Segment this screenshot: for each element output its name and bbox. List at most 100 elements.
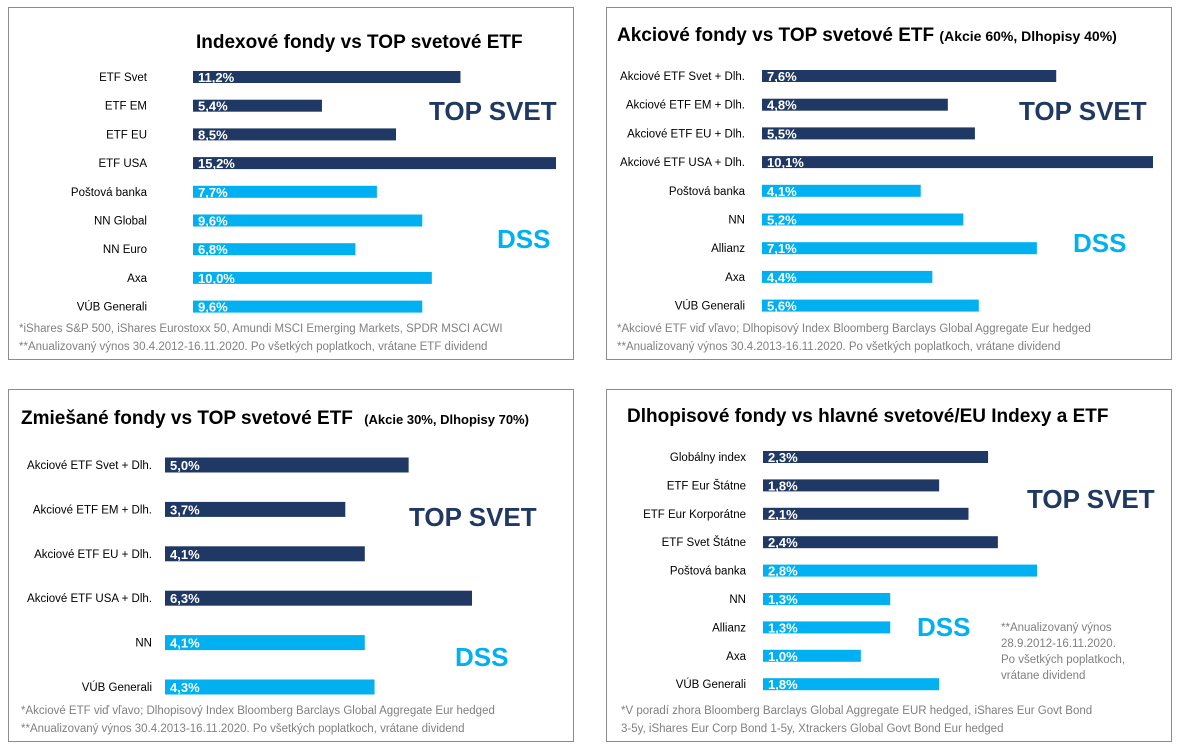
category-label: Akciové ETF USA + Dlh.	[620, 157, 745, 169]
value-label: 7,7%	[198, 185, 228, 200]
chart-panel-index: Indexové fondy vs TOP svetové ETF ETF Sv…	[8, 7, 574, 360]
category-label: Akciové ETF EU + Dlh.	[34, 549, 152, 561]
value-label: 2,1%	[768, 507, 798, 522]
bar-2	[763, 507, 969, 520]
bar-0	[165, 457, 409, 473]
bar-4	[165, 635, 365, 651]
value-label: 4,3%	[170, 680, 200, 695]
value-label: 4,1%	[767, 184, 797, 199]
value-label: 10,1%	[767, 155, 804, 170]
value-label: 1,8%	[768, 677, 798, 692]
group-label-dss: DSS	[917, 612, 971, 642]
group-label-top: TOP SVET	[1027, 484, 1155, 514]
group-label-dss: DSS	[455, 642, 509, 672]
chart-panel-equity: Akciové fondy vs TOP svetové ETF (Akcie …	[606, 7, 1172, 360]
category-label: ETF Eur Štátne	[667, 479, 746, 492]
category-label: Poštová banka	[669, 186, 746, 198]
category-label: ETF EU	[106, 129, 147, 141]
bar-6	[762, 242, 1037, 255]
bar-4	[763, 564, 1037, 577]
category-label: Poštová banka	[670, 566, 747, 578]
footnote-2: 3-5y, iShares Eur Corp Bond 1-5y, Xtrack…	[621, 723, 1004, 735]
value-label: 1,8%	[768, 478, 798, 493]
category-label: NN	[728, 215, 745, 227]
group-label-top: TOP SVET	[409, 502, 537, 532]
value-label: 3,7%	[170, 502, 200, 517]
category-label: VÚB Generali	[82, 681, 152, 694]
value-label: 5,0%	[170, 458, 200, 473]
side-note-line-4: vrátane dividend	[1001, 670, 1086, 682]
value-label: 4,8%	[767, 98, 797, 113]
category-label: ETF USA	[98, 158, 147, 170]
category-label: Axa	[725, 272, 745, 284]
chart-title: Akciové fondy vs TOP svetové ETF (Akcie …	[617, 25, 1117, 46]
bar-chart: ETF Svet 11,2% ETF EM 5,4% ETF EU 8,5% ETF USA…	[71, 70, 556, 315]
bar-5	[762, 213, 964, 226]
bar-0	[763, 451, 989, 463]
chart-subtitle: (Akcie 60%, Dlhopisy 40%)	[939, 28, 1117, 44]
value-label: 5,2%	[767, 213, 797, 228]
value-label: 5,4%	[198, 99, 228, 114]
side-note-line-1: **Anualizovaný výnos	[1001, 622, 1112, 634]
value-label: 4,1%	[170, 547, 200, 562]
category-label: Akciové ETF EM + Dlh.	[33, 504, 152, 516]
category-label: Globálny index	[670, 452, 746, 464]
category-label: ETF Svet	[99, 72, 148, 84]
category-label: Axa	[726, 651, 746, 663]
footnote-2: **Anualizovaný výnos 30.4.2012-16.11.202…	[19, 341, 488, 353]
value-label: 11,2%	[198, 70, 235, 85]
group-label-dss: DSS	[497, 224, 551, 254]
bar-2	[762, 127, 975, 140]
bar-7	[762, 270, 933, 283]
value-label: 5,5%	[767, 126, 797, 141]
bar-0	[193, 71, 461, 83]
bar-2	[165, 546, 365, 562]
value-label: 10,0%	[198, 271, 235, 286]
bar-6	[763, 621, 891, 634]
value-label: 15,2%	[198, 156, 235, 171]
chart-panel-bond: Dlhopisové fondy vs hlavné svetové/EU In…	[606, 389, 1172, 742]
category-label: VÚB Generali	[676, 678, 746, 691]
chart-title: Indexové fondy vs TOP svetové ETF	[196, 32, 523, 53]
bar-8	[763, 678, 940, 691]
bar-5	[193, 214, 423, 227]
group-label-top: TOP SVET	[429, 96, 557, 126]
category-label: Allianz	[711, 243, 745, 255]
bar-3	[193, 157, 556, 170]
category-label: Poštová banka	[71, 187, 148, 199]
bar-1	[762, 98, 948, 111]
bar-1	[763, 479, 940, 492]
side-note-line-2: 28.9.2012-16.11.2020.	[1001, 638, 1116, 650]
category-label: Akciové ETF EM + Dlh.	[626, 100, 745, 112]
bar-3	[762, 156, 1153, 169]
bar-1	[165, 501, 346, 517]
category-label: Akciové ETF Svet + Dlh.	[27, 460, 152, 472]
chart-title: Zmiešané fondy vs TOP svetové ETF (Akcie…	[21, 408, 529, 429]
bar-0	[762, 70, 1057, 82]
side-note-line-3: Po všetkých poplatkoch,	[1001, 654, 1126, 666]
group-label-dss: DSS	[1073, 228, 1127, 258]
bar-chart: Akciové ETF Svet + Dlh. 7,6% Akciové ETF E…	[620, 69, 1153, 314]
footnote-2: **Anualizovaný výnos 30.4.2013-16.11.202…	[617, 341, 1061, 353]
bar-2	[193, 128, 396, 141]
group-label-top: TOP SVET	[1019, 96, 1147, 126]
value-label: 4,4%	[767, 270, 797, 285]
value-label: 2,3%	[768, 450, 798, 465]
chart-subtitle: (Akcie 30%, Dlhopisy 70%)	[364, 412, 529, 427]
value-label: 4,1%	[170, 636, 200, 651]
category-label: NN	[135, 638, 152, 650]
category-label: Allianz	[712, 622, 746, 634]
bar-4	[762, 184, 921, 197]
chart-title: Dlhopisové fondy vs hlavné svetové/EU In…	[627, 406, 1109, 427]
footnote-1: *iShares S&P 500, iShares Eurostoxx 50, …	[19, 323, 503, 335]
category-label: Akciové ETF EU + Dlh.	[627, 128, 745, 140]
category-label: ETF Eur Korporátne	[643, 509, 746, 521]
value-label: 6,3%	[170, 591, 200, 606]
category-label: NN	[729, 594, 746, 606]
bar-3	[165, 590, 472, 606]
footnote-1: *Akciové ETF viď vľavo; Dlhopisový Index…	[21, 705, 495, 717]
value-label: 7,6%	[767, 69, 797, 84]
category-label: Akciové ETF USA + Dlh.	[27, 593, 152, 605]
bar-6	[193, 243, 356, 256]
value-label: 1,3%	[768, 592, 798, 607]
